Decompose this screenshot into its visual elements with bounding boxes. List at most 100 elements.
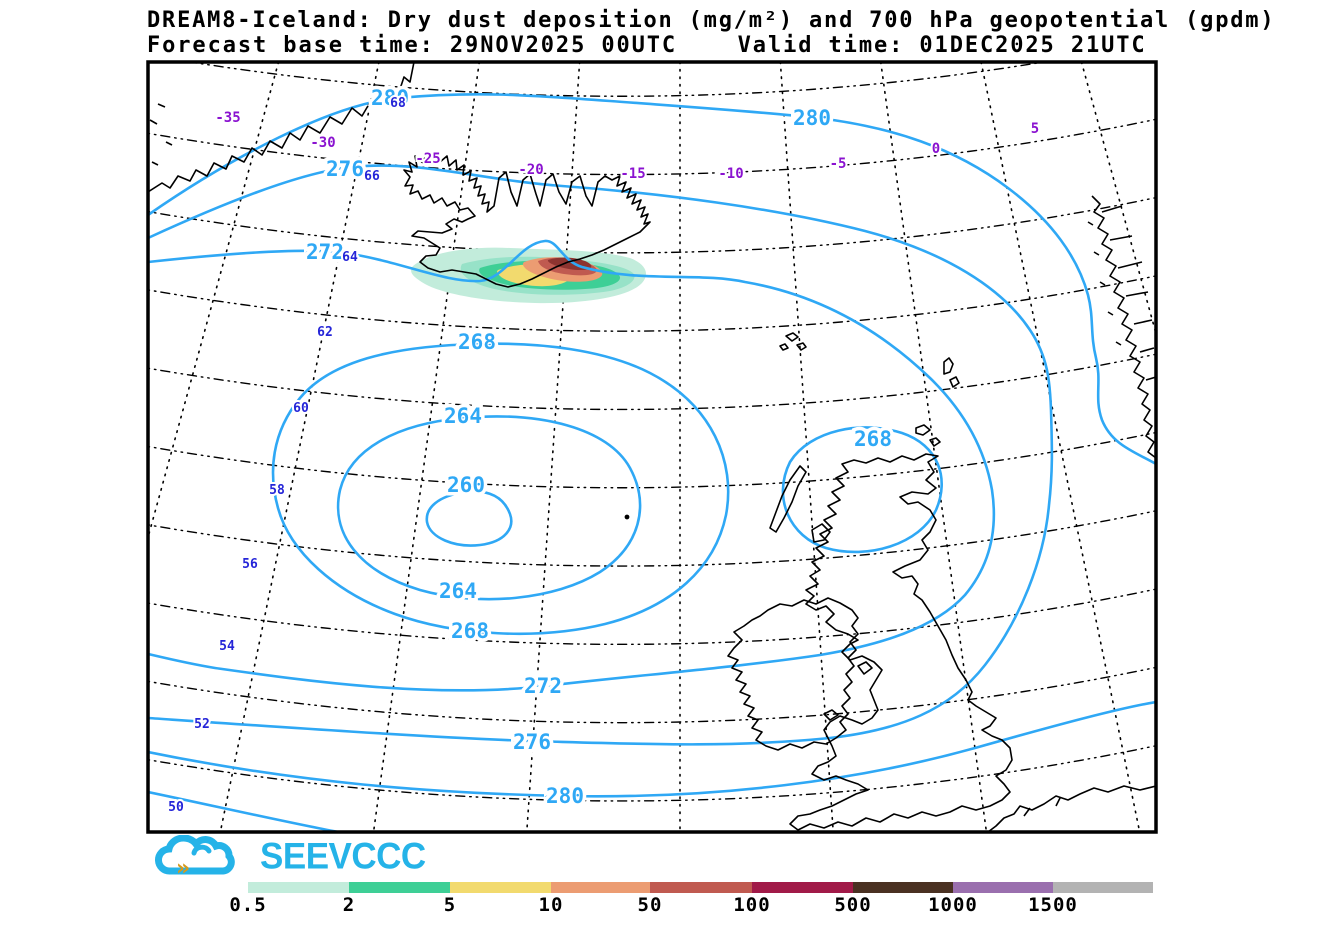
colorbar-tick-label: 1000 xyxy=(928,894,978,916)
parallel-line xyxy=(148,196,1156,254)
faroe-islands xyxy=(779,332,807,351)
temperature-label: 5 xyxy=(1031,121,1039,137)
parallel-line xyxy=(148,588,1156,646)
colorbar-segment xyxy=(752,882,853,893)
contour-labels: 280 280 276 272 268 264 260 268 264 268 272 276 280 xyxy=(303,83,896,812)
temperature-label: -25 xyxy=(415,151,440,167)
shetland-islands xyxy=(943,357,960,388)
colorbar-segment xyxy=(450,882,551,893)
contour-276 xyxy=(148,164,1054,746)
latitude-label: 58 xyxy=(269,483,285,498)
latitude-label: 56 xyxy=(242,557,258,572)
contour-280-south xyxy=(148,700,1156,798)
contour-label: 268 xyxy=(451,619,489,643)
colorbar-segment xyxy=(1053,882,1153,893)
colorbar-tick-label: 100 xyxy=(733,894,771,916)
contour-260-loop xyxy=(425,490,513,547)
contour-284 xyxy=(148,790,340,832)
meridian-line xyxy=(525,62,581,832)
ireland-coast xyxy=(727,597,859,751)
colorbar-segment xyxy=(248,882,349,893)
contour-280-north xyxy=(148,93,1156,466)
contour-label: 276 xyxy=(326,157,364,181)
latitude-label: 68 xyxy=(390,96,406,111)
colorbar-tick-label: 500 xyxy=(834,894,872,916)
latitude-label: 50 xyxy=(168,800,184,815)
colorbar-tick-label: 50 xyxy=(637,894,663,916)
parallel-line xyxy=(148,118,1156,176)
colorbar-segment xyxy=(853,882,953,893)
latitude-labels: 68 66 64 62 60 58 56 54 52 50 xyxy=(166,94,408,817)
dust-deposition-plume xyxy=(411,247,646,304)
parallel-line xyxy=(148,745,1156,802)
map-border xyxy=(146,60,1158,834)
temperature-label: 0 xyxy=(932,141,940,157)
contour-label: 276 xyxy=(513,730,551,754)
meridian-line xyxy=(980,62,1141,832)
contour-label: 268 xyxy=(458,330,496,354)
parallel-line xyxy=(186,62,1048,97)
temperature-label: -30 xyxy=(310,135,335,151)
meridian-line xyxy=(779,62,835,832)
colorbar-tick-label: 0.5 xyxy=(229,894,267,916)
temperature-label: -5 xyxy=(830,156,847,172)
contour-label: 272 xyxy=(306,240,344,264)
greenland-coast xyxy=(148,62,415,193)
arrow-icon: » xyxy=(176,856,190,881)
norway-islets xyxy=(1087,221,1122,346)
temperature-labels: -35 -30 -25 -20 -15 -10 -5 0 5 xyxy=(213,108,1041,184)
contour-label: 264 xyxy=(444,404,482,428)
temperature-label: -20 xyxy=(518,162,543,178)
latitude-label: 62 xyxy=(317,325,333,340)
seevccc-logo: » SEEVCCC xyxy=(148,834,426,881)
parallel-line xyxy=(148,666,1156,724)
colorbar-tick-label: 5 xyxy=(443,894,457,916)
parallel-line xyxy=(148,431,1156,489)
rockall-island xyxy=(624,514,630,520)
contour-268-scotland xyxy=(781,426,943,554)
latitude-label: 66 xyxy=(364,169,380,184)
contour-label: 272 xyxy=(524,674,562,698)
france-coast xyxy=(987,785,1156,832)
greenland-islets xyxy=(149,103,173,166)
logo-text: SEEVCCC xyxy=(260,836,426,877)
latitude-label: 60 xyxy=(293,401,309,416)
colorbar-segment xyxy=(551,882,650,893)
coastlines xyxy=(148,62,1156,832)
contour-label: 280 xyxy=(546,784,584,808)
contour-label: 280 xyxy=(793,106,831,130)
isle-of-skye xyxy=(811,523,831,543)
temperature-label: -10 xyxy=(718,166,743,182)
colorbar-segment xyxy=(953,882,1053,893)
latitude-label: 64 xyxy=(342,250,358,265)
map-subtitle: Forecast base time: 29NOV2025 00UTC Vali… xyxy=(147,33,1147,58)
contour-label: 280 xyxy=(371,86,409,110)
norway-coast xyxy=(1091,195,1156,459)
cloud-icon: » xyxy=(155,834,235,881)
colorbar-tick-label: 10 xyxy=(538,894,564,916)
contour-268-loop xyxy=(271,342,730,636)
contour-label: 260 xyxy=(447,473,485,497)
latitude-label: 54 xyxy=(219,639,235,654)
norway-fjords xyxy=(1101,205,1156,381)
contour-label: 268 xyxy=(854,427,892,451)
contour-label: 264 xyxy=(439,579,477,603)
colorbar-tick-label: 2 xyxy=(342,894,356,916)
parallel-line xyxy=(148,275,1156,332)
temperature-label: -35 xyxy=(215,110,240,126)
colorbar-segment xyxy=(650,882,752,893)
orkney-islands xyxy=(915,424,941,447)
meridian-line xyxy=(1080,62,1156,337)
meridian-line xyxy=(372,62,481,832)
anglesey xyxy=(823,709,839,721)
isle-of-man xyxy=(857,661,873,675)
meridian-line xyxy=(879,62,988,832)
parallel-line xyxy=(148,510,1156,567)
colorbar-tick-label: 1500 xyxy=(1028,894,1078,916)
iceland-coast xyxy=(403,151,651,288)
contour-272 xyxy=(148,239,996,692)
latitude-label: 52 xyxy=(194,717,210,732)
temperature-label: -15 xyxy=(620,166,645,182)
